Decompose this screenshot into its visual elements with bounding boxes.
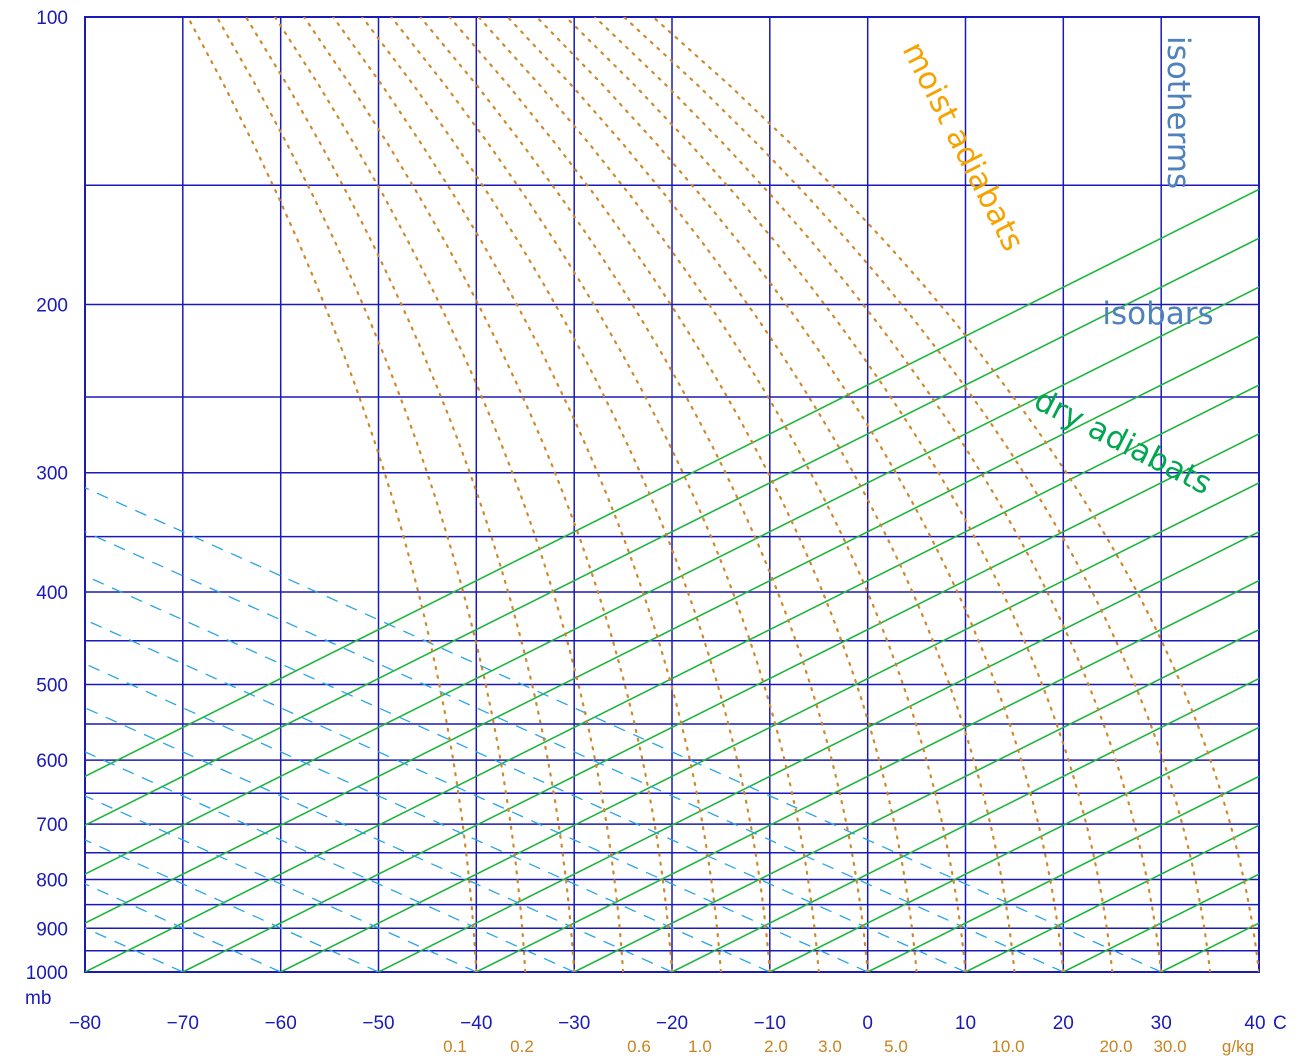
moist-adiabat-40 bbox=[651, 17, 1259, 972]
dry-adiabat--20 bbox=[671, 677, 1259, 972]
dry-adiabat--120 bbox=[85, 188, 1259, 778]
moist-adiabat--5 bbox=[390, 17, 820, 972]
mixing-ratio-label: 3.0 bbox=[818, 1037, 842, 1056]
y-tick-label: 300 bbox=[36, 464, 68, 485]
x-tick-label: −60 bbox=[265, 1013, 297, 1034]
moist-adiabat-20 bbox=[535, 17, 1065, 972]
mixing-ratio-line--20 bbox=[85, 707, 673, 972]
mixing-ratio-line-30 bbox=[85, 487, 1162, 972]
annotation-dry-adiabats: dry adiabats bbox=[1028, 382, 1217, 502]
annotations: isotherms isobars moist adiabats dry adiaba… bbox=[895, 36, 1218, 502]
moist-adiabat-25 bbox=[564, 17, 1114, 972]
mixing-ratio-label: 0.6 bbox=[627, 1037, 651, 1056]
x-tick-label: −20 bbox=[656, 1013, 688, 1034]
moist-adiabat--25 bbox=[273, 17, 625, 972]
mixing-ratio-label: 1.0 bbox=[688, 1037, 712, 1056]
annotation-moist-adiabats: moist adiabats bbox=[895, 36, 1031, 257]
y-tick-label: 700 bbox=[36, 815, 68, 836]
x-tick-label: −70 bbox=[167, 1013, 199, 1034]
mixing-ratio-label: 20.0 bbox=[1099, 1037, 1132, 1056]
x-tick-label: −30 bbox=[558, 1013, 590, 1034]
y-tick-label: 900 bbox=[36, 919, 68, 940]
moist-adiabat-5 bbox=[448, 17, 918, 972]
y-tick-label: 500 bbox=[36, 676, 68, 697]
mixing-ratio-line--10 bbox=[85, 663, 771, 972]
moist-adiabat-30 bbox=[593, 17, 1163, 972]
dry-adiabat-40 bbox=[1258, 971, 1259, 972]
x-tick-label: −10 bbox=[754, 1013, 786, 1034]
moist-adiabat--30 bbox=[244, 17, 576, 972]
mixing-ratio-line-20 bbox=[85, 531, 1064, 972]
annotation-isobars: isobars bbox=[1102, 296, 1213, 332]
dry-adiabat--110 bbox=[85, 237, 1259, 827]
dry-adiabat--100 bbox=[85, 286, 1259, 876]
moist-adiabat--20 bbox=[303, 17, 674, 972]
mixing-ratio-line--30 bbox=[85, 751, 575, 972]
y-tick-label: 200 bbox=[36, 296, 68, 317]
dry-adiabat--60 bbox=[280, 481, 1259, 972]
moist-adiabat--15 bbox=[332, 17, 723, 972]
mixing-ratio-line-0 bbox=[85, 619, 868, 972]
plot-lines bbox=[85, 17, 1259, 972]
y-tick-label: 800 bbox=[36, 871, 68, 892]
y-tick-label: 1000 bbox=[26, 963, 68, 984]
dry-adiabat-0 bbox=[867, 775, 1259, 972]
mixing-ratio-unit: g/kg bbox=[1222, 1037, 1254, 1056]
moist-adiabat--10 bbox=[361, 17, 771, 972]
dry-adiabat--10 bbox=[769, 726, 1259, 972]
x-tick-label: 0 bbox=[862, 1013, 873, 1034]
dry-adiabat--70 bbox=[182, 433, 1259, 972]
x-tick-label: −50 bbox=[362, 1013, 394, 1034]
y-axis-unit: mb bbox=[25, 988, 51, 1009]
mixing-ratio-label: 5.0 bbox=[884, 1037, 908, 1056]
annotation-isotherms: isotherms bbox=[1160, 36, 1196, 189]
mixing-ratio-line-10 bbox=[85, 575, 966, 972]
y-tick-label: 100 bbox=[36, 8, 68, 29]
y-tick-label: 400 bbox=[36, 583, 68, 604]
dry-adiabat--40 bbox=[475, 579, 1259, 972]
dry-adiabat--50 bbox=[378, 530, 1259, 972]
x-tick-label: −80 bbox=[69, 1013, 101, 1034]
mixing-ratio-label: 30.0 bbox=[1153, 1037, 1186, 1056]
moist-adiabat-0 bbox=[419, 17, 869, 972]
x-tick-label: 30 bbox=[1151, 1013, 1172, 1034]
mixing-ratio-label: 2.0 bbox=[764, 1037, 788, 1056]
mixing-ratio-label: 10.0 bbox=[991, 1037, 1024, 1056]
y-tick-label: 600 bbox=[36, 751, 68, 772]
mixing-ratio-line--40 bbox=[85, 795, 477, 972]
moist-adiabat-10 bbox=[477, 17, 967, 972]
x-tick-label: 40 bbox=[1244, 1013, 1265, 1034]
moist-adiabat-35 bbox=[622, 17, 1212, 972]
x-tick-label: 10 bbox=[955, 1013, 976, 1034]
mixing-ratio-label: 0.1 bbox=[443, 1037, 467, 1056]
dry-adiabat--90 bbox=[85, 335, 1259, 924]
dry-adiabat--80 bbox=[85, 384, 1259, 972]
x-tick-label: −40 bbox=[460, 1013, 492, 1034]
mixing-ratio-line--70 bbox=[85, 927, 184, 972]
grid-layer bbox=[84, 16, 1260, 973]
moist-adiabat-15 bbox=[506, 17, 1016, 972]
x-axis-unit: C bbox=[1273, 1013, 1287, 1034]
moist-adiabat--40 bbox=[186, 17, 478, 972]
x-tick-label: 20 bbox=[1053, 1013, 1074, 1034]
mixing-ratio-label: 0.2 bbox=[510, 1037, 534, 1056]
